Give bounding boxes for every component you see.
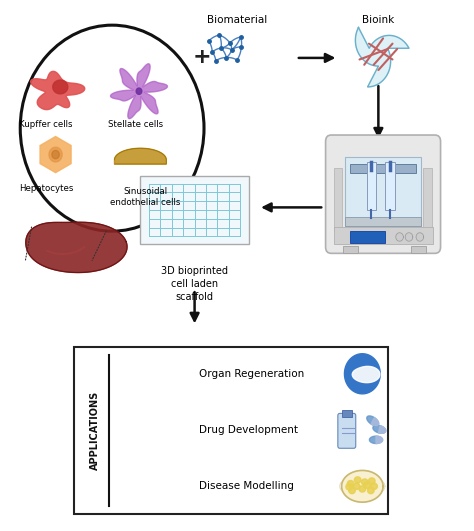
Text: 3D bioprinted
cell laden
scaffold: 3D bioprinted cell laden scaffold [161,266,228,302]
Polygon shape [31,71,85,109]
Polygon shape [364,482,370,489]
Polygon shape [347,481,354,487]
Polygon shape [354,483,360,490]
Polygon shape [40,136,71,173]
Polygon shape [373,425,386,433]
Text: Hepatocytes: Hepatocytes [19,184,73,193]
Polygon shape [49,147,62,162]
Polygon shape [367,416,379,426]
Polygon shape [342,470,383,502]
FancyBboxPatch shape [338,414,356,448]
Polygon shape [349,487,356,494]
Text: Kupffer cells: Kupffer cells [19,120,73,129]
Polygon shape [345,354,380,394]
Polygon shape [52,150,59,159]
Bar [346,217,421,226]
Bar [334,168,342,231]
FancyBboxPatch shape [326,135,440,253]
Bar [350,231,385,243]
Bar [385,162,395,210]
Bar [350,164,416,173]
Circle shape [20,25,204,231]
Text: Stellate cells: Stellate cells [108,120,163,129]
Polygon shape [416,233,424,241]
Text: Bioink: Bioink [362,15,394,25]
Bar [346,157,421,226]
Bar [343,246,358,253]
Polygon shape [359,486,365,492]
Text: Drug Development: Drug Development [199,425,298,435]
Polygon shape [346,484,353,490]
Polygon shape [378,426,386,433]
Polygon shape [352,366,380,383]
Bar [334,227,433,244]
Polygon shape [367,487,374,494]
Polygon shape [53,80,68,94]
Text: Biomaterial: Biomaterial [207,15,267,25]
Polygon shape [371,417,379,426]
Polygon shape [355,477,361,483]
Polygon shape [396,233,403,241]
Polygon shape [115,148,166,164]
Polygon shape [405,233,413,241]
Text: +: + [192,47,211,67]
Polygon shape [26,222,127,272]
Text: Disease Modelling: Disease Modelling [199,481,294,491]
Bar [140,176,249,244]
Bar [74,347,388,514]
Polygon shape [368,478,375,484]
Bar [423,168,432,231]
Bar [342,410,352,417]
Polygon shape [371,483,377,490]
Polygon shape [362,479,368,485]
Polygon shape [110,64,167,118]
Bar [411,246,427,253]
Text: Sinusoidal
endothelial cells: Sinusoidal endothelial cells [110,187,180,207]
Polygon shape [376,436,383,443]
Polygon shape [136,88,142,95]
Text: APPLICATIONS: APPLICATIONS [90,391,100,470]
Text: Organ Regeneration: Organ Regeneration [199,369,305,379]
Polygon shape [356,28,409,87]
Bar [366,162,376,210]
Polygon shape [369,436,383,443]
